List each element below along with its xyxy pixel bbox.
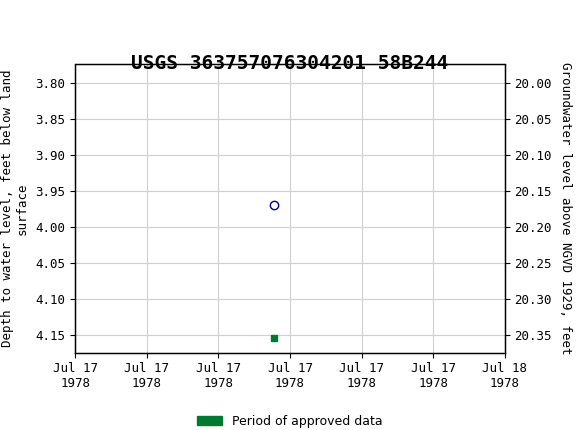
Y-axis label: Groundwater level above NGVD 1929, feet: Groundwater level above NGVD 1929, feet [559,62,572,355]
Text: USGS 363757076304201 58B244: USGS 363757076304201 58B244 [132,54,448,73]
Text: ▒USGS: ▒USGS [12,10,78,35]
Y-axis label: Depth to water level, feet below land
surface: Depth to water level, feet below land su… [1,70,29,347]
Legend: Period of approved data: Period of approved data [192,410,388,430]
